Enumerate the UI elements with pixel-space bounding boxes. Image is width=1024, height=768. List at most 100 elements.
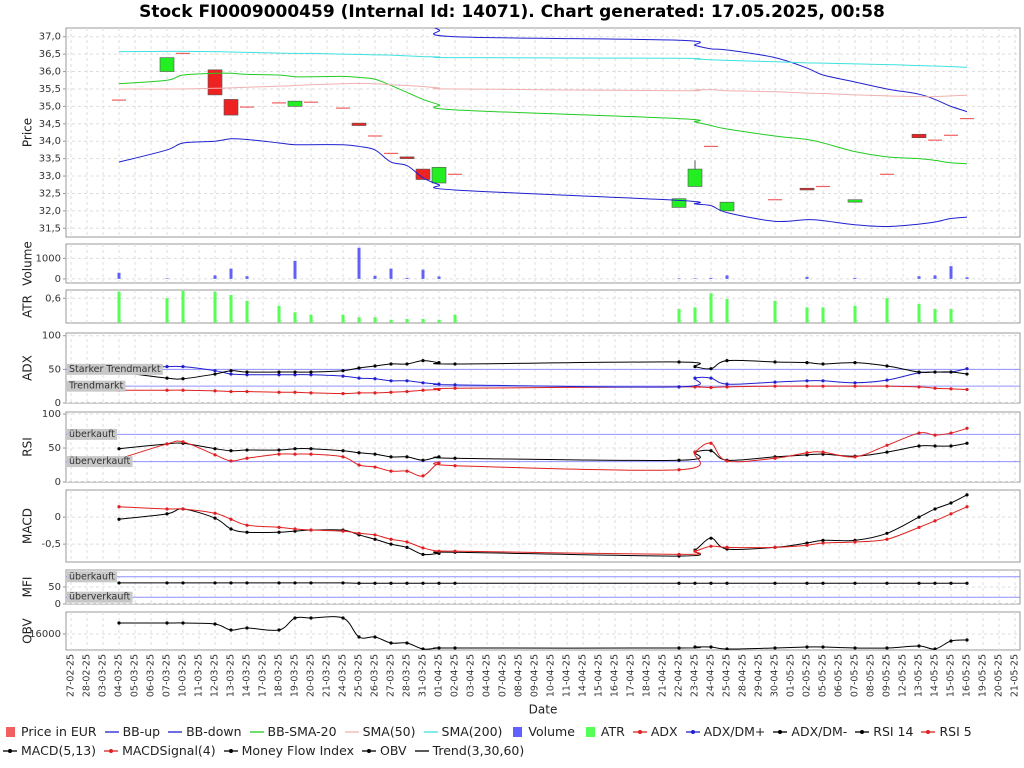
marker [373, 581, 377, 585]
marker [293, 390, 297, 394]
legend-label: ADX/DM- [791, 724, 848, 739]
legend-label: Volume [528, 724, 575, 739]
legend-marker [778, 729, 783, 734]
legend-label: MACDSignal(4) [122, 743, 216, 758]
y-axis-label: MFI [21, 577, 35, 598]
marker [277, 452, 281, 456]
line [118, 138, 968, 228]
bar [341, 314, 345, 323]
marker [181, 507, 185, 511]
marker [245, 448, 249, 452]
marker [821, 362, 825, 366]
marker [421, 381, 425, 385]
y-tick-label: 50 [48, 582, 61, 593]
bar [453, 314, 457, 323]
x-tick-label: 30-04-25 [770, 654, 781, 697]
legend-swatch [249, 730, 264, 733]
reference-label: Starker Trendmarkt [69, 364, 161, 375]
marker [885, 364, 889, 368]
marker [853, 381, 857, 385]
bar [677, 308, 681, 323]
marker [949, 444, 953, 448]
marker [389, 537, 393, 541]
marker [405, 455, 409, 459]
marker [437, 455, 441, 459]
legend-swatch [361, 748, 376, 753]
marker [357, 531, 361, 535]
panel-background [65, 289, 1021, 324]
panel-background [65, 332, 1021, 404]
marker [917, 644, 921, 648]
legend-item: SMA(200) [423, 724, 503, 739]
marker [453, 581, 457, 585]
y-tick-label: -0,5 [41, 539, 61, 550]
reference-label: Trendmarkt [68, 381, 123, 392]
marker [917, 515, 921, 519]
marker [933, 444, 937, 448]
marker [181, 621, 185, 625]
x-tick-label: 28-02-25 [82, 654, 93, 697]
marker [341, 369, 345, 373]
legend-label: SMA(200) [441, 724, 503, 739]
marker [933, 647, 937, 650]
x-tick-label: 15-05-25 [946, 654, 957, 697]
y-tick-label: 35,0 [39, 101, 61, 112]
marker [453, 549, 457, 553]
marker [277, 390, 281, 394]
legend-label: BB-SMA-20 [267, 724, 337, 739]
x-tick-label: 23-04-25 [690, 654, 701, 697]
bar [165, 298, 169, 323]
x-tick-label: 12-03-25 [210, 654, 221, 697]
bar [853, 305, 857, 323]
marker [389, 455, 393, 459]
marker [853, 646, 857, 650]
marker [293, 616, 297, 620]
x-tick-label: 13-03-25 [226, 654, 237, 697]
marker [165, 442, 169, 446]
marker [437, 387, 441, 392]
legend-box [6, 726, 15, 737]
marker [693, 581, 697, 585]
marker [821, 538, 825, 542]
marker [213, 369, 217, 373]
marker [693, 645, 697, 649]
legend-marker [366, 748, 371, 753]
y-tick-label: 100 [42, 331, 61, 342]
x-tick-label: 10-03-25 [178, 654, 189, 697]
marker [853, 455, 857, 459]
marker [725, 581, 729, 585]
marker [309, 616, 313, 620]
legend-item: ADX/DM+ [685, 724, 765, 739]
y-tick-label: 31,5 [39, 223, 61, 234]
bar [853, 277, 857, 279]
marker [965, 367, 969, 371]
legend-swatch [921, 729, 936, 734]
marker [341, 391, 345, 396]
x-tick-label: 16-05-25 [962, 654, 973, 697]
marker [709, 441, 713, 445]
legend-label: Price in EUR [21, 724, 97, 739]
marker [821, 581, 825, 585]
marker [357, 581, 361, 585]
bar [405, 277, 409, 279]
marker [437, 361, 441, 365]
y-tick-label: 50 [48, 443, 61, 454]
marker [277, 373, 281, 377]
marker [341, 374, 345, 378]
marker [709, 645, 713, 649]
bar [293, 312, 297, 323]
legend-item: RSI 5 [920, 724, 972, 739]
legend-marker [109, 748, 114, 753]
marker [821, 541, 825, 545]
legend-label: BB-down [186, 724, 242, 739]
bar [229, 294, 233, 323]
bar [709, 277, 713, 279]
marker [213, 453, 217, 457]
marker [309, 373, 313, 377]
marker [373, 364, 377, 368]
marker [933, 519, 937, 523]
x-tick-label: 16-04-25 [610, 654, 621, 697]
marker [117, 505, 121, 509]
x-axis-label: Date [529, 703, 558, 717]
marker [357, 463, 361, 467]
